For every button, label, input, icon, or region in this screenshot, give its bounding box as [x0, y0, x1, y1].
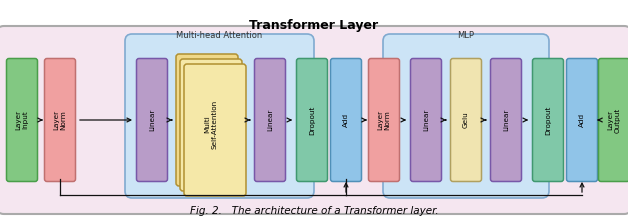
- Text: Add: Add: [343, 113, 349, 127]
- FancyBboxPatch shape: [136, 58, 168, 181]
- Text: Linear: Linear: [149, 109, 155, 131]
- FancyBboxPatch shape: [330, 58, 362, 181]
- FancyBboxPatch shape: [383, 34, 549, 198]
- Text: Linear: Linear: [267, 109, 273, 131]
- FancyBboxPatch shape: [125, 34, 314, 198]
- Text: Layer
Norm: Layer Norm: [53, 110, 67, 130]
- Text: Fig. 2.   The architecture of a Transformer layer.: Fig. 2. The architecture of a Transforme…: [190, 206, 438, 216]
- FancyBboxPatch shape: [490, 58, 521, 181]
- FancyBboxPatch shape: [566, 58, 597, 181]
- FancyBboxPatch shape: [450, 58, 482, 181]
- FancyBboxPatch shape: [45, 58, 75, 181]
- Text: Dropout: Dropout: [545, 105, 551, 135]
- Text: Multi-head Attention: Multi-head Attention: [176, 31, 263, 40]
- FancyBboxPatch shape: [411, 58, 441, 181]
- Text: Gelu: Gelu: [463, 112, 469, 128]
- Text: Linear: Linear: [423, 109, 429, 131]
- FancyBboxPatch shape: [533, 58, 563, 181]
- Text: MLP: MLP: [458, 31, 475, 40]
- Text: Layer
Norm: Layer Norm: [377, 110, 391, 130]
- Text: Dropout: Dropout: [309, 105, 315, 135]
- FancyBboxPatch shape: [369, 58, 399, 181]
- FancyBboxPatch shape: [0, 26, 628, 214]
- Text: Layer
Output: Layer Output: [607, 107, 620, 133]
- FancyBboxPatch shape: [184, 64, 246, 196]
- FancyBboxPatch shape: [6, 58, 38, 181]
- Text: Linear: Linear: [503, 109, 509, 131]
- Text: Add: Add: [579, 113, 585, 127]
- Text: Transformer Layer: Transformer Layer: [249, 19, 379, 32]
- Text: Multi
Self-Attention: Multi Self-Attention: [205, 99, 217, 149]
- FancyBboxPatch shape: [180, 59, 242, 191]
- Text: Layer
Input: Layer Input: [16, 110, 28, 130]
- FancyBboxPatch shape: [598, 58, 628, 181]
- FancyBboxPatch shape: [254, 58, 286, 181]
- FancyBboxPatch shape: [296, 58, 327, 181]
- FancyBboxPatch shape: [176, 54, 238, 186]
